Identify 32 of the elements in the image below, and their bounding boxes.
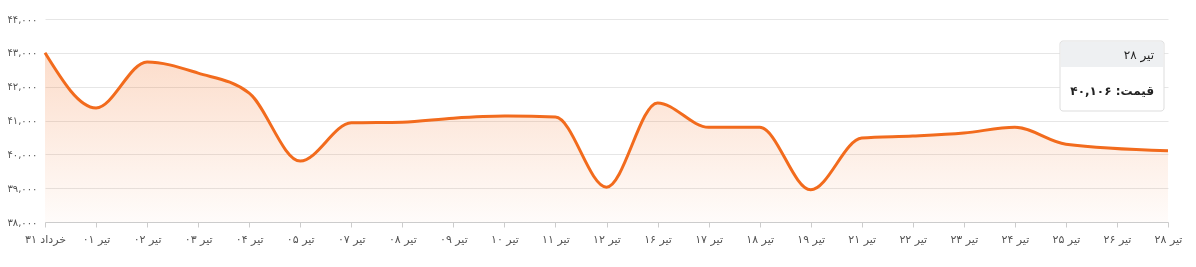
x-tick-label: تیر ۰۵: [286, 232, 315, 246]
y-tick-label: ۴۱,۰۰۰: [7, 115, 38, 126]
y-tick-label: ۴۴,۰۰۰: [7, 13, 38, 25]
x-tick-label: تیر ۲۴: [1001, 232, 1030, 246]
x-tick-label: تیر ۰۴: [235, 232, 264, 246]
y-tick-label: ۴۲,۰۰۰: [7, 81, 38, 93]
x-tick-label: تیر ۱۷: [695, 232, 723, 246]
x-tick-label: تیر ۲۵: [1052, 232, 1081, 246]
x-tick-label: تیر ۱۱: [542, 232, 570, 246]
x-tick-label: تیر ۱۰: [491, 232, 519, 246]
x-tick-label: تیر ۰۳: [184, 232, 213, 246]
x-tick-label: تیر ۲۱: [848, 232, 877, 246]
annotation: تیر ۲۸: [1123, 48, 1154, 63]
x-tick-label: تیر ۱۸: [746, 232, 775, 246]
y-tick-label: ۴۳,۰۰۰: [7, 47, 38, 59]
y-tick-label: ۳۹,۰۰۰: [7, 182, 38, 194]
x-tick-label: تیر ۲۲: [899, 232, 928, 246]
x-tick-label: تیر ۱۹: [797, 232, 826, 246]
x-tick-label: تیر ۲۶: [1103, 232, 1132, 246]
y-tick-label: ۳۸,۰۰۰: [7, 216, 38, 228]
annotation: قیمت: ۴۰,۱۰۶: [1070, 84, 1154, 98]
x-tick-label: تیر ۲۳: [950, 232, 979, 246]
x-tick-label: تیر ۰۲: [133, 232, 162, 246]
x-tick-label: تیر ۰۸: [388, 232, 417, 246]
y-tick-label: ۴۰,۰۰۰: [7, 148, 38, 160]
x-tick-label: خرداد ۳۱: [24, 232, 67, 246]
x-tick-label: تیر ۰۹: [439, 232, 468, 246]
x-tick-label: تیر ۱۲: [593, 232, 621, 246]
x-tick-label: تیر ۲۸: [1154, 232, 1183, 246]
x-tick-label: تیر ۰۷: [337, 232, 366, 246]
x-tick-label: تیر ۱۶: [644, 232, 672, 246]
x-tick-label: تیر ۰۱: [82, 232, 111, 246]
